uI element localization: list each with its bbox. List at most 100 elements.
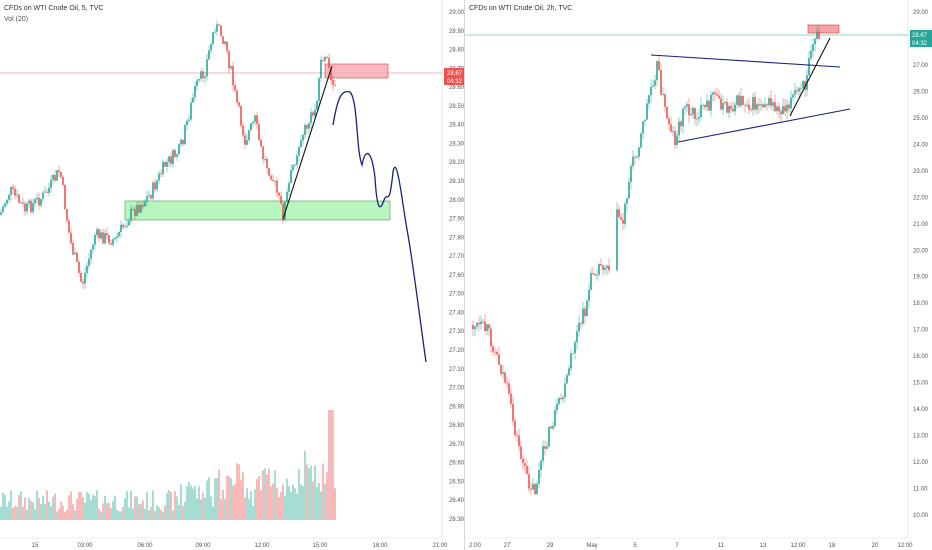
volume-bar xyxy=(254,489,256,520)
volume-bar xyxy=(16,506,18,520)
candle-body xyxy=(172,150,174,164)
candle-body xyxy=(730,106,732,109)
candle-body xyxy=(686,104,688,107)
price-tick-label: 28.90 xyxy=(449,29,464,35)
volume-bar xyxy=(200,499,202,520)
volume-bar xyxy=(156,505,158,520)
volume-bar xyxy=(164,505,166,520)
volume-bar xyxy=(296,493,298,520)
candle-body xyxy=(276,180,278,193)
candle-body xyxy=(130,208,132,221)
candle-body xyxy=(490,328,492,347)
candle-body xyxy=(732,108,734,112)
candle-body xyxy=(568,368,570,376)
price-tick-label: 27.70 xyxy=(449,254,464,260)
candle-body xyxy=(660,70,662,95)
candle-body xyxy=(578,322,580,332)
candle-body xyxy=(714,92,716,94)
candle-body xyxy=(666,106,668,119)
candle-body xyxy=(522,458,524,464)
candle-body xyxy=(750,109,752,111)
candle-body xyxy=(48,187,50,193)
volume-bar xyxy=(34,509,36,520)
candle-body xyxy=(102,232,104,244)
bar-countdown: 04:32 xyxy=(447,79,463,85)
price-tick-label: 27.80 xyxy=(449,235,464,241)
volume-bar xyxy=(334,488,336,520)
volume-bar xyxy=(66,509,68,520)
price-tick-label: 27.00 xyxy=(913,63,929,69)
candle-body xyxy=(268,168,270,176)
candle-body xyxy=(536,483,538,495)
volume-bar xyxy=(204,497,206,520)
candle-body xyxy=(222,36,224,44)
candle-body xyxy=(758,104,760,106)
candle-body xyxy=(692,107,694,115)
candle-body xyxy=(708,100,710,111)
candle-body xyxy=(178,144,180,155)
volume-bar xyxy=(186,486,188,520)
candle-body xyxy=(636,156,638,158)
price-tick-label: 28.40 xyxy=(449,123,464,129)
volume-bar xyxy=(184,501,186,520)
candle-body xyxy=(538,470,540,484)
candle-body xyxy=(278,192,280,196)
trend-line xyxy=(282,65,333,220)
candle-body xyxy=(122,224,124,228)
candle-body xyxy=(264,158,266,160)
price-tick-label: 22.00 xyxy=(913,195,929,201)
candle-body xyxy=(506,382,508,384)
candle-body xyxy=(2,206,4,213)
candle-body xyxy=(188,119,190,121)
volume-bar xyxy=(60,501,62,520)
candle-body xyxy=(684,106,686,109)
left-chart-pane[interactable]: 15 03:00 06:00 09:00 12:00 15:00 18:00 21:00 29.… xyxy=(0,0,464,550)
volume-bar xyxy=(124,498,126,520)
price-tick-label: 26.00 xyxy=(913,89,929,95)
candle-body xyxy=(190,102,192,120)
candle-body xyxy=(250,123,252,131)
volume-bar xyxy=(192,488,194,520)
candle-body xyxy=(492,346,494,352)
candle-body xyxy=(126,225,128,227)
price-tick-label: 29.00 xyxy=(913,10,929,16)
candle-body xyxy=(54,175,56,181)
volume-bar xyxy=(332,410,334,520)
volume-bar xyxy=(62,505,64,520)
candle-body xyxy=(50,179,52,188)
volume-bar xyxy=(216,478,218,520)
left-chart-canvas[interactable]: 15 03:00 06:00 09:00 12:00 15:00 18:00 21:00 29.… xyxy=(0,0,464,550)
volume-bar xyxy=(26,510,28,520)
right-chart-pane[interactable]: 2:002729May57111312:00182012:0029.0028.0… xyxy=(465,0,932,550)
candle-body xyxy=(594,273,596,275)
pane-divider[interactable] xyxy=(464,0,465,550)
candle-body xyxy=(552,425,554,429)
volume-bar xyxy=(178,504,180,520)
candle-body xyxy=(104,233,106,244)
volume-bar xyxy=(240,479,242,520)
candle-body xyxy=(642,121,644,134)
volume-bar xyxy=(220,499,222,520)
candle-body xyxy=(328,57,330,68)
candle-body xyxy=(658,61,660,71)
volume-bar xyxy=(310,465,312,520)
volume-bar xyxy=(28,497,30,520)
candle-body xyxy=(60,172,62,177)
candle-body xyxy=(572,353,574,355)
candle-body xyxy=(804,80,806,90)
volume-bar xyxy=(298,468,300,520)
volume-bar xyxy=(278,497,280,520)
candle-body xyxy=(156,180,158,190)
candle-body xyxy=(704,104,706,108)
volume-bar xyxy=(226,475,228,520)
candle-body xyxy=(214,31,216,33)
volume-bar xyxy=(244,497,246,520)
volume-indicator-label[interactable]: Vol (20) xyxy=(4,16,29,23)
right-chart-canvas[interactable]: 2:002729May57111312:00182012:0029.0028.0… xyxy=(465,0,932,550)
candle-body xyxy=(286,191,288,203)
volume-bar xyxy=(162,511,164,520)
candle-body xyxy=(762,104,764,108)
candle-body xyxy=(8,194,10,200)
candle-body xyxy=(816,31,818,39)
candle-body xyxy=(232,66,234,86)
